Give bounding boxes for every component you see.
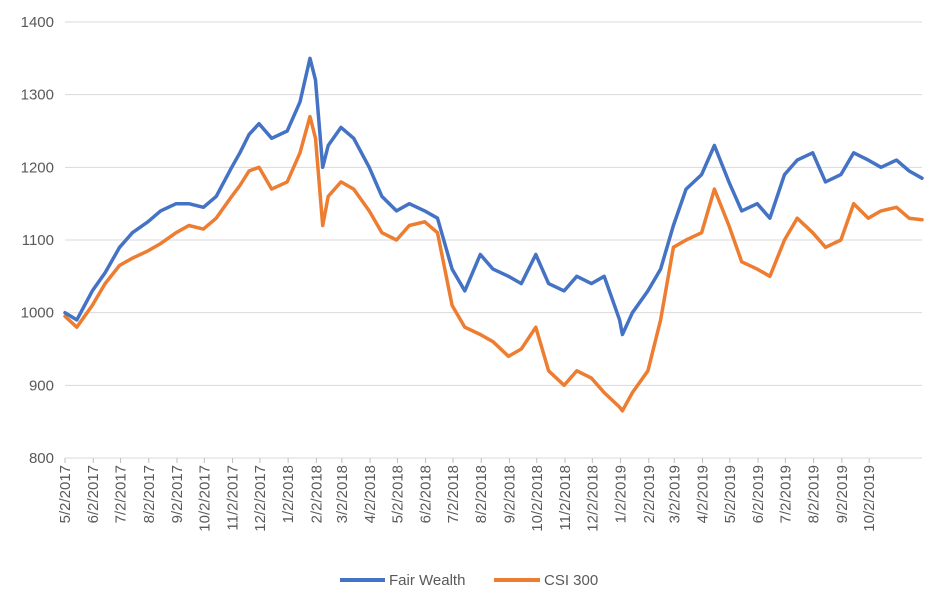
- x-tick-label: 10/2/2018: [529, 465, 546, 532]
- y-axis-ticks: 800 900 1000 1100 1200 1300 1400: [21, 14, 54, 467]
- legend-item-csi-300: CSI 300: [494, 572, 598, 589]
- x-tick-label: 8/2/2019: [806, 465, 823, 523]
- x-tick-label: 2/2/2019: [641, 465, 658, 523]
- x-tick-label: 10/2/2017: [196, 465, 213, 532]
- x-tick-label: 5/2/2017: [57, 465, 74, 523]
- y-tick-label: 1300: [21, 87, 54, 104]
- x-tick-label: 7/2/2018: [445, 465, 462, 523]
- legend-label-csi-300: CSI 300: [544, 572, 598, 589]
- y-tick-label: 1400: [21, 14, 54, 31]
- x-tick-label: 4/2/2018: [362, 465, 379, 523]
- x-tick-label: 4/2/2019: [695, 465, 712, 523]
- x-tick-label: 11/2/2017: [225, 465, 242, 531]
- y-tick-label: 1100: [22, 232, 54, 249]
- x-tick-label: 2/2/2018: [308, 465, 325, 523]
- x-tick-label: 7/2/2017: [113, 465, 130, 523]
- x-tick-label: 7/2/2019: [777, 465, 794, 523]
- series-line-csi-300: [63, 114, 924, 413]
- x-tick-label: 11/2/2018: [557, 465, 574, 531]
- x-tick-label: 9/2/2017: [169, 465, 186, 523]
- x-tick-label: 3/2/2018: [334, 465, 351, 523]
- x-tick-label: 6/2/2017: [85, 465, 102, 523]
- x-tick-label: 8/2/2018: [473, 465, 490, 523]
- x-tick-label: 6/2/2019: [750, 465, 767, 523]
- x-tick-label: 5/2/2018: [389, 465, 406, 523]
- x-tick-label: 9/2/2018: [501, 465, 518, 523]
- legend: Fair Wealth CSI 300: [340, 572, 598, 589]
- legend-label-fair-wealth: Fair Wealth: [389, 572, 465, 589]
- x-tick-label: 9/2/2019: [834, 465, 851, 523]
- y-tick-label: 800: [29, 450, 54, 467]
- x-tick-label: 1/2/2019: [613, 465, 630, 523]
- y-tick-label: 1200: [21, 159, 54, 176]
- y-tick-label: 900: [29, 377, 54, 394]
- y-tick-label: 1000: [21, 305, 54, 322]
- series-lines: [63, 56, 924, 413]
- x-tick-label: 10/2/2019: [861, 465, 878, 532]
- x-axis-ticks: 5/2/2017 6/2/2017 7/2/2017 8/2/2017 9/2/2017…: [57, 458, 878, 532]
- x-tick-label: 8/2/2017: [141, 465, 158, 523]
- x-tick-label: 12/2/2017: [252, 465, 269, 532]
- x-tick-label: 1/2/2018: [280, 465, 297, 523]
- legend-item-fair-wealth: Fair Wealth: [340, 572, 465, 589]
- x-tick-label: 5/2/2019: [722, 465, 739, 523]
- gridlines: [65, 21, 922, 459]
- series-line-fair-wealth: [63, 56, 924, 337]
- x-tick-label: 6/2/2018: [418, 465, 435, 523]
- x-tick-label: 12/2/2018: [584, 465, 601, 532]
- x-tick-label: 3/2/2019: [666, 465, 683, 523]
